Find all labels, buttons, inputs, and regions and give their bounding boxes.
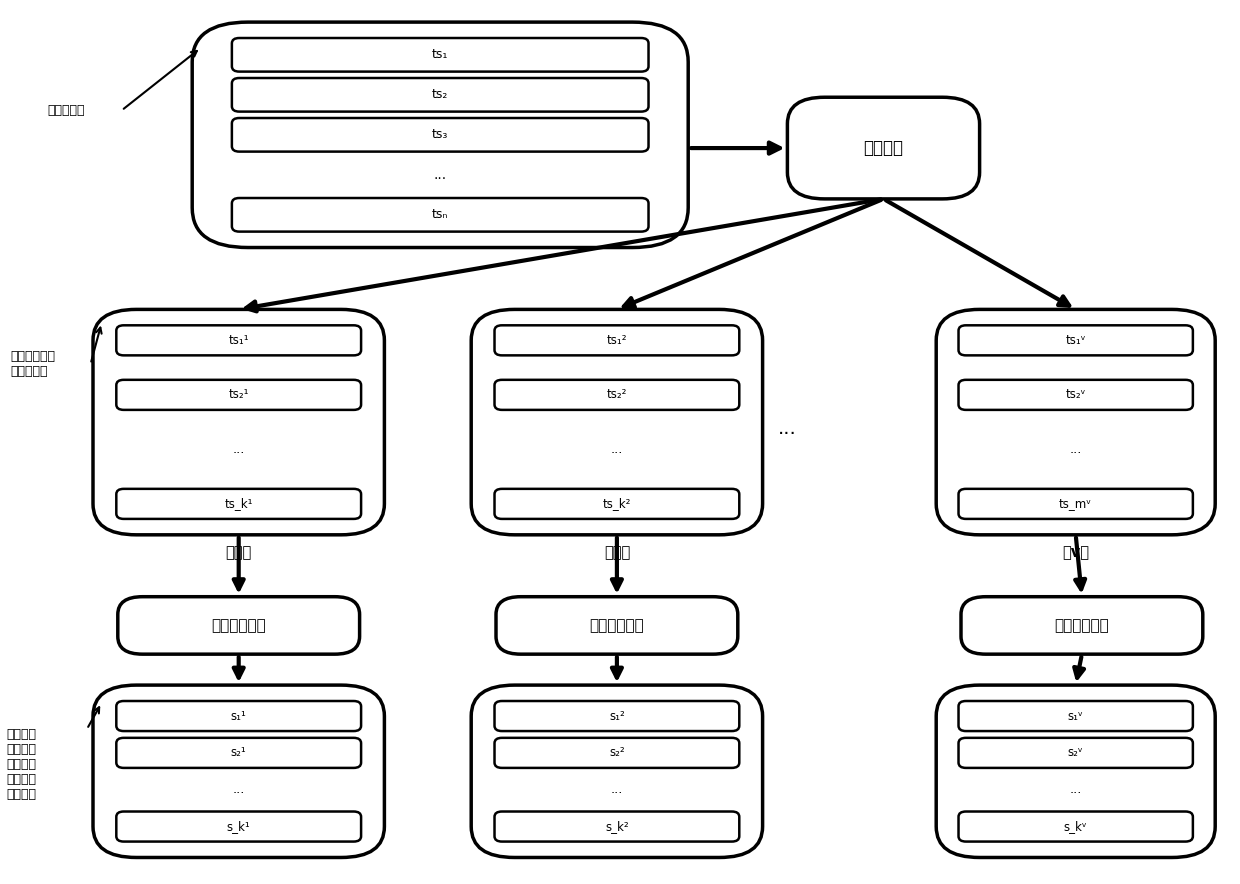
Text: 每个类别
里的每个
数据串压
缩以后的
二进制串: 每个类别 里的每个 数据串压 缩以后的 二进制串 bbox=[6, 728, 36, 801]
FancyBboxPatch shape bbox=[959, 489, 1193, 519]
Text: ts₂: ts₂ bbox=[432, 88, 449, 102]
FancyBboxPatch shape bbox=[117, 812, 361, 842]
FancyBboxPatch shape bbox=[471, 309, 763, 535]
Text: 第一类: 第一类 bbox=[226, 545, 252, 560]
FancyBboxPatch shape bbox=[496, 597, 738, 654]
Text: 原始数据串: 原始数据串 bbox=[47, 104, 84, 117]
FancyBboxPatch shape bbox=[232, 78, 649, 111]
Text: s₂²: s₂² bbox=[609, 746, 625, 759]
Text: 算法确定单元: 算法确定单元 bbox=[589, 618, 645, 633]
Text: ts₂²: ts₂² bbox=[606, 388, 627, 401]
FancyBboxPatch shape bbox=[936, 309, 1215, 535]
Text: ...: ... bbox=[434, 168, 446, 182]
Text: s₁²: s₁² bbox=[609, 710, 625, 722]
Text: 第v类: 第v类 bbox=[1063, 545, 1089, 560]
Text: s₂¹: s₂¹ bbox=[231, 746, 247, 759]
FancyBboxPatch shape bbox=[118, 597, 360, 654]
FancyBboxPatch shape bbox=[232, 118, 649, 152]
Text: ...: ... bbox=[611, 443, 622, 456]
Text: 聚类单元: 聚类单元 bbox=[863, 139, 904, 157]
Text: ts₁ᵛ: ts₁ᵛ bbox=[1065, 334, 1086, 347]
Text: 具体的类别里
面的数据串: 具体的类别里 面的数据串 bbox=[10, 350, 55, 378]
Text: s_k¹: s_k¹ bbox=[227, 820, 250, 833]
Text: s₁ᵛ: s₁ᵛ bbox=[1068, 710, 1084, 722]
FancyBboxPatch shape bbox=[93, 309, 384, 535]
FancyBboxPatch shape bbox=[936, 685, 1215, 857]
FancyBboxPatch shape bbox=[959, 738, 1193, 768]
FancyBboxPatch shape bbox=[787, 97, 980, 199]
FancyBboxPatch shape bbox=[961, 597, 1203, 654]
Text: ts₁¹: ts₁¹ bbox=[228, 334, 249, 347]
Text: ts₁: ts₁ bbox=[432, 49, 449, 61]
Text: ...: ... bbox=[611, 783, 622, 796]
Text: ...: ... bbox=[1070, 783, 1081, 796]
FancyBboxPatch shape bbox=[117, 325, 361, 355]
FancyBboxPatch shape bbox=[232, 38, 649, 72]
Text: 第二类: 第二类 bbox=[604, 545, 630, 560]
FancyBboxPatch shape bbox=[959, 701, 1193, 731]
Text: s₂ᵛ: s₂ᵛ bbox=[1068, 746, 1084, 759]
FancyBboxPatch shape bbox=[232, 198, 649, 232]
FancyBboxPatch shape bbox=[93, 685, 384, 857]
Text: 算法确定单元: 算法确定单元 bbox=[1054, 618, 1110, 633]
FancyBboxPatch shape bbox=[495, 812, 739, 842]
FancyBboxPatch shape bbox=[495, 380, 739, 410]
Text: s_kᵛ: s_kᵛ bbox=[1064, 820, 1087, 833]
FancyBboxPatch shape bbox=[495, 738, 739, 768]
FancyBboxPatch shape bbox=[117, 489, 361, 519]
Text: ...: ... bbox=[777, 419, 797, 438]
Text: ts₂¹: ts₂¹ bbox=[228, 388, 249, 401]
Text: ts₃: ts₃ bbox=[432, 128, 449, 141]
FancyBboxPatch shape bbox=[495, 701, 739, 731]
Text: ...: ... bbox=[1070, 443, 1081, 456]
Text: ts₁²: ts₁² bbox=[606, 334, 627, 347]
Text: s_k²: s_k² bbox=[605, 820, 629, 833]
FancyBboxPatch shape bbox=[117, 701, 361, 731]
FancyBboxPatch shape bbox=[117, 380, 361, 410]
Text: ...: ... bbox=[233, 783, 244, 796]
Text: s₁¹: s₁¹ bbox=[231, 710, 247, 722]
FancyBboxPatch shape bbox=[959, 380, 1193, 410]
Text: ts_k¹: ts_k¹ bbox=[224, 498, 253, 510]
FancyBboxPatch shape bbox=[471, 685, 763, 857]
Text: 算法确定单元: 算法确定单元 bbox=[211, 618, 267, 633]
Text: ...: ... bbox=[233, 443, 244, 456]
FancyBboxPatch shape bbox=[117, 738, 361, 768]
FancyBboxPatch shape bbox=[959, 812, 1193, 842]
FancyBboxPatch shape bbox=[495, 325, 739, 355]
Text: ts₂ᵛ: ts₂ᵛ bbox=[1065, 388, 1086, 401]
Text: tsₙ: tsₙ bbox=[432, 209, 449, 221]
FancyBboxPatch shape bbox=[495, 489, 739, 519]
FancyBboxPatch shape bbox=[959, 325, 1193, 355]
Text: ts_mᵛ: ts_mᵛ bbox=[1059, 498, 1092, 510]
FancyBboxPatch shape bbox=[192, 22, 688, 248]
Text: ts_k²: ts_k² bbox=[603, 498, 631, 510]
